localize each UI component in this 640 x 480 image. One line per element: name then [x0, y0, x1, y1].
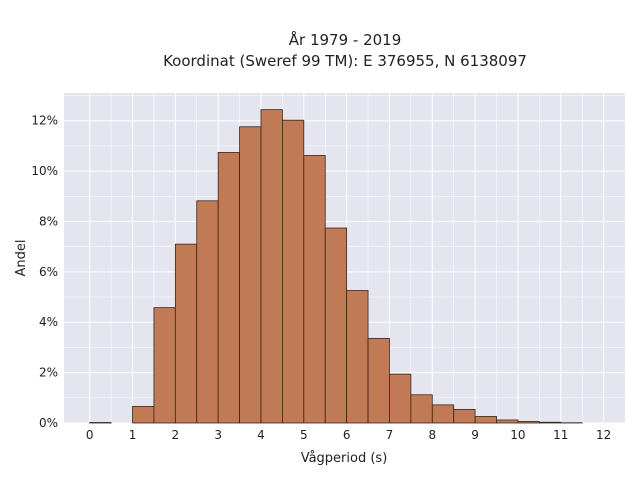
y-tick-label: 0% — [39, 416, 58, 430]
chart-title-line-1: År 1979 - 2019 — [289, 30, 402, 49]
y-axis-ticks: 0% 2% 4% 6% 8% 10% 12% — [31, 114, 58, 430]
chart-title-line-2: Koordinat (Sweref 99 TM): E 376955, N 61… — [163, 52, 527, 70]
y-tick-label: 6% — [39, 265, 58, 279]
histogram-bar — [260, 109, 283, 424]
histogram-bar — [89, 422, 112, 424]
x-tick-label: 9 — [471, 428, 479, 442]
x-axis-label: Vågperiod (s) — [301, 451, 388, 466]
histogram-bar — [346, 290, 369, 424]
histogram-bar — [303, 155, 326, 424]
x-tick-label: 12 — [596, 428, 611, 442]
histogram-bar — [431, 404, 455, 424]
x-tick-label: 1 — [129, 428, 137, 442]
y-tick-label: 8% — [39, 214, 58, 228]
histogram-bar — [217, 152, 240, 424]
y-tick-label: 10% — [31, 164, 58, 178]
x-tick-label: 4 — [257, 428, 265, 442]
histogram-bar — [389, 373, 412, 424]
histogram-bar — [410, 394, 433, 424]
x-axis-ticks: 0 1 2 3 4 5 6 7 8 9 10 11 12 — [86, 428, 611, 442]
bars — [89, 109, 583, 424]
x-tick-label: 10 — [510, 428, 525, 442]
histogram-bar — [517, 421, 540, 424]
x-tick-label: 8 — [428, 428, 436, 442]
histogram-bar — [282, 119, 305, 424]
x-tick-label: 11 — [553, 428, 568, 442]
histogram-bar — [132, 405, 155, 424]
x-tick-label: 2 — [172, 428, 180, 442]
x-tick-label: 3 — [214, 428, 222, 442]
y-tick-label: 4% — [39, 315, 58, 329]
x-tick-label: 6 — [343, 428, 351, 442]
histogram-bar — [174, 243, 198, 424]
y-tick-label: 12% — [31, 114, 58, 128]
histogram-bar — [196, 200, 219, 424]
histogram-bar — [324, 227, 348, 424]
histogram-bar — [239, 126, 262, 424]
x-tick-label: 0 — [86, 428, 94, 442]
histogram-bar — [367, 337, 390, 424]
histogram-bar — [474, 416, 497, 424]
histogram-bar — [538, 421, 562, 424]
y-axis-label: Andel — [14, 240, 29, 277]
histogram-bar — [453, 408, 476, 424]
histogram-bar — [153, 307, 176, 424]
y-tick-label: 2% — [39, 366, 58, 380]
x-tick-label: 5 — [300, 428, 308, 442]
x-tick-label: 7 — [386, 428, 394, 442]
histogram-bar — [496, 419, 519, 424]
